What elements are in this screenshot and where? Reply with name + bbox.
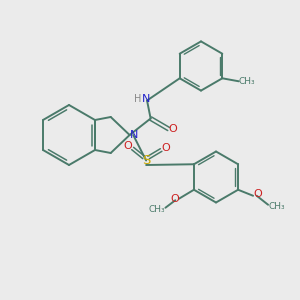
Text: O: O	[169, 124, 178, 134]
Text: O: O	[253, 189, 262, 199]
Text: CH₃: CH₃	[268, 202, 285, 211]
Text: O: O	[170, 194, 179, 204]
Text: CH₃: CH₃	[149, 205, 165, 214]
Text: S: S	[142, 154, 150, 167]
Text: H: H	[134, 94, 142, 104]
Text: N: N	[142, 94, 150, 104]
Text: O: O	[161, 142, 170, 153]
Text: O: O	[124, 141, 133, 151]
Text: CH₃: CH₃	[239, 77, 256, 86]
Text: N: N	[130, 130, 138, 140]
